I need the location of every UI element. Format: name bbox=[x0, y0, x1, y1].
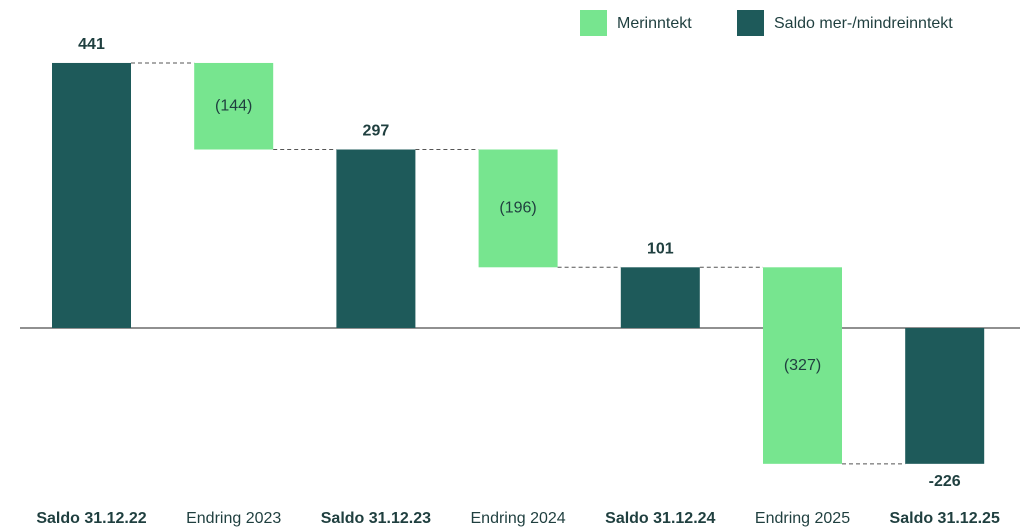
value-label: (196) bbox=[499, 200, 536, 217]
value-label: 101 bbox=[647, 241, 674, 258]
x-tick-label: Saldo 31.12.24 bbox=[605, 510, 715, 527]
legend-swatch bbox=[580, 10, 607, 36]
bar bbox=[905, 328, 985, 464]
bar bbox=[336, 149, 416, 328]
value-label: (144) bbox=[215, 97, 252, 114]
x-tick-label: Saldo 31.12.25 bbox=[890, 510, 1000, 527]
x-tick-label: Saldo 31.12.22 bbox=[36, 510, 146, 527]
x-tick-label: Endring 2023 bbox=[186, 510, 281, 527]
bar bbox=[478, 149, 558, 268]
value-label: 441 bbox=[78, 36, 105, 53]
bar bbox=[52, 62, 131, 329]
value-label: -226 bbox=[929, 473, 961, 490]
x-tick-label: Endring 2025 bbox=[755, 510, 850, 527]
bar bbox=[620, 267, 700, 328]
value-label: 297 bbox=[363, 123, 390, 140]
bar bbox=[763, 267, 842, 464]
legend-swatch bbox=[737, 10, 764, 36]
bar bbox=[194, 62, 274, 150]
legend-label: Merinntekt bbox=[617, 15, 692, 32]
value-label: (327) bbox=[784, 357, 821, 374]
x-tick-label: Saldo 31.12.23 bbox=[321, 510, 431, 527]
x-tick-label: Endring 2024 bbox=[471, 510, 566, 527]
legend-label: Saldo mer-/mindreinntekt bbox=[774, 15, 953, 32]
